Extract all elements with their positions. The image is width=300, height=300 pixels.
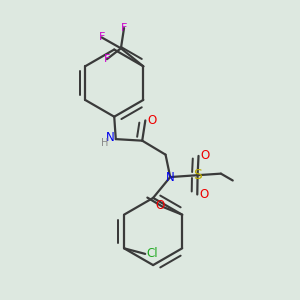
Text: F: F	[121, 23, 127, 33]
Text: O: O	[200, 188, 209, 201]
Text: O: O	[156, 199, 165, 212]
Text: S: S	[193, 168, 202, 182]
Text: Cl: Cl	[147, 248, 158, 260]
Text: N: N	[106, 131, 115, 144]
Text: F: F	[98, 32, 105, 42]
Text: H: H	[101, 138, 109, 148]
Text: O: O	[201, 149, 210, 162]
Text: N: N	[166, 171, 175, 184]
Text: O: O	[147, 114, 156, 127]
Text: F: F	[104, 54, 110, 64]
